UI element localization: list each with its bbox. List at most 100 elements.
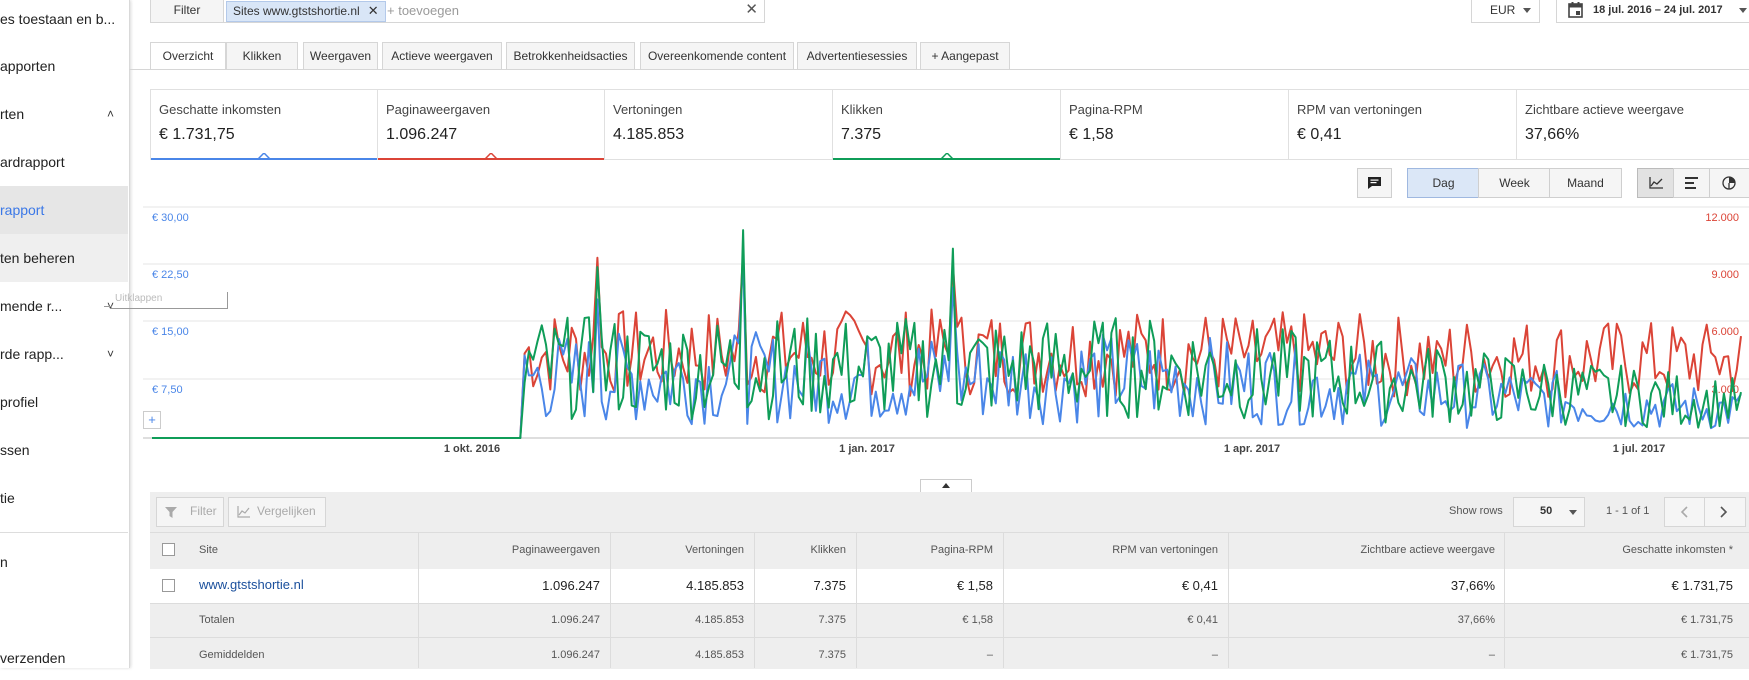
tab-active-views[interactable]: Actieve weergaven	[382, 42, 502, 69]
collapse-chart-handle[interactable]	[920, 479, 972, 493]
site-link[interactable]: www.gtstshortie.nl	[199, 577, 304, 592]
table-filter-button[interactable]: Filter	[156, 497, 224, 527]
sidebar-item-report-active[interactable]: rapport	[0, 186, 128, 234]
metric-value: 37,66%	[1525, 126, 1580, 143]
date-range-picker[interactable]: 18 jul. 2016 – 24 jul. 2017	[1556, 0, 1749, 23]
rows-per-page-select[interactable]: 50	[1513, 497, 1585, 527]
currency-dropdown[interactable]: EUR	[1471, 0, 1540, 23]
sidebar-item-send-feedback[interactable]: verzenden	[0, 636, 128, 680]
metric-label: Zichtbare actieve weergave	[1525, 102, 1684, 117]
sidebar-item-misc[interactable]: n	[0, 540, 128, 584]
granularity-week-button[interactable]: Week	[1478, 168, 1551, 198]
column-header-impressions[interactable]: Vertoningen	[685, 544, 744, 556]
metric-value: 4.185.853	[613, 126, 685, 143]
tooltip: Uitklappen	[111, 292, 228, 309]
filter-bar: Filter Sites www.gtstshortie.nl ✕ + toevo…	[150, 0, 765, 23]
add-annotation-button[interactable]: +	[143, 411, 161, 429]
pie-chart-button[interactable]	[1709, 168, 1749, 198]
close-icon[interactable]: ✕	[367, 3, 379, 18]
y-left-tick: € 7,50	[152, 384, 183, 396]
avg-pageviews: 1.096.247	[551, 649, 600, 661]
averages-label: Gemiddelden	[199, 649, 265, 661]
column-header-clicks[interactable]: Klikken	[810, 544, 846, 556]
tab-matched-content[interactable]: Overeenkomende content	[640, 42, 794, 69]
bar-chart-button[interactable]	[1673, 168, 1711, 198]
site-filter-chip[interactable]: Sites www.gtstshortie.nl ✕	[226, 1, 386, 22]
chevron-up-icon	[942, 483, 950, 488]
pie-chart-icon	[1722, 176, 1736, 190]
y-left-tick: € 22,50	[152, 269, 189, 281]
tab-clicks[interactable]: Klikken	[226, 42, 298, 69]
sidebar-divider	[0, 532, 128, 533]
total-impressions: 4.185.853	[695, 614, 744, 626]
granularity-day-button[interactable]: Dag	[1407, 168, 1480, 198]
metric-earnings[interactable]: Geschatte inkomsten € 1.731,75	[150, 89, 378, 160]
sidebar-item-label: rde rapp...	[0, 346, 64, 362]
tabs-divider	[129, 69, 1749, 70]
show-rows-label: Show rows	[1449, 505, 1503, 517]
cell-earnings: € 1.731,75	[1671, 578, 1733, 593]
avg-earnings: € 1.731,75	[1681, 649, 1733, 661]
avg-clicks: 7.375	[818, 649, 846, 661]
sidebar-item-saved-reports[interactable]: rde rapp... ˅	[0, 330, 128, 378]
column-header-earnings[interactable]: Geschatte inkomsten *	[1622, 544, 1733, 556]
metric-label: Pagina-RPM	[1069, 102, 1143, 117]
sidebar-item-optimization[interactable]: tie	[0, 476, 128, 520]
compare-label: Vergelijken	[257, 504, 316, 518]
metric-pageviews[interactable]: Paginaweergaven 1.096.247	[377, 89, 605, 160]
metric-clicks[interactable]: Klikken 7.375	[832, 89, 1061, 160]
tab-custom[interactable]: + Aangepast	[920, 42, 1010, 69]
column-header-page-rpm[interactable]: Pagina-RPM	[930, 544, 993, 556]
select-all-checkbox[interactable]	[162, 543, 175, 556]
tab-overview[interactable]: Overzicht	[150, 42, 226, 70]
column-divider	[1228, 532, 1229, 668]
add-filter-input[interactable]: + toevoegen	[387, 3, 459, 18]
cell-page-rpm: € 1,58	[956, 578, 993, 593]
x-tick: 1 apr. 2017	[1224, 443, 1280, 455]
metric-active-view[interactable]: Zichtbare actieve weergave 37,66%	[1516, 89, 1749, 160]
metric-page-rpm[interactable]: Pagina-RPM € 1,58	[1060, 89, 1289, 160]
total-earnings: € 1.731,75	[1681, 614, 1733, 626]
column-header-site[interactable]: Site	[199, 544, 218, 556]
annotation-button[interactable]	[1357, 168, 1392, 198]
chip-label: Sites www.gtstshortie.nl	[233, 4, 360, 18]
filter-icon	[165, 507, 177, 518]
chart-series	[152, 229, 1742, 439]
cell-active-view: 37,66%	[1450, 578, 1495, 593]
tab-engagement[interactable]: Betrokkenheidsacties	[506, 42, 635, 69]
sidebar-item-label: tie	[0, 490, 15, 506]
sidebar-item-label: n	[0, 554, 8, 570]
sidebar-item-manage-reports[interactable]: ten beheren	[0, 234, 128, 282]
tab-views[interactable]: Weergaven	[303, 42, 378, 69]
totals-label: Totalen	[199, 614, 235, 626]
row-checkbox[interactable]	[162, 579, 175, 592]
sidebar-item-label: ardrapport	[0, 154, 65, 170]
sidebar-item-profile[interactable]: profiel	[0, 380, 128, 424]
sidebar-item-payments[interactable]: ssen	[0, 428, 128, 472]
metric-impression-rpm[interactable]: RPM van vertoningen € 0,41	[1288, 89, 1517, 160]
sidebar-item-reports-group[interactable]: rten ˄	[0, 92, 128, 136]
sidebar-item-standard-report[interactable]: ardrapport	[0, 140, 128, 184]
filter-button[interactable]: Filter	[151, 0, 224, 22]
clear-filter-icon[interactable]: ✕	[745, 1, 758, 18]
chevron-up-icon: ˄	[106, 107, 114, 121]
sidebar-item-policy[interactable]: es toestaan en b...	[0, 0, 128, 41]
sidebar-item-reports[interactable]: apporten	[0, 44, 128, 88]
tooltip-text: Uitklappen	[115, 293, 163, 304]
prev-page-button[interactable]	[1664, 497, 1706, 527]
y-right-tick: 6.000	[1711, 326, 1739, 338]
column-divider	[754, 532, 755, 668]
next-page-button[interactable]	[1704, 497, 1746, 527]
granularity-month-button[interactable]: Maand	[1549, 168, 1622, 198]
averages-row	[150, 637, 1749, 669]
compare-button[interactable]: Vergelijken	[228, 497, 326, 527]
column-header-pageviews[interactable]: Paginaweergaven	[511, 544, 600, 556]
sidebar-item-label: ssen	[0, 442, 30, 458]
column-header-active-view[interactable]: Zichtbare actieve weergave	[1360, 544, 1495, 556]
tab-ad-sessions[interactable]: Advertentiesessies	[797, 42, 917, 69]
y-right-tick: 9.000	[1711, 269, 1739, 281]
metric-impressions[interactable]: Vertoningen 4.185.853	[604, 89, 833, 160]
column-header-impression-rpm[interactable]: RPM van vertoningen	[1112, 544, 1218, 556]
line-chart-button[interactable]	[1637, 168, 1675, 198]
y-axis-left: € 30,00 € 22,50 € 15,00 € 7,50	[152, 212, 189, 396]
